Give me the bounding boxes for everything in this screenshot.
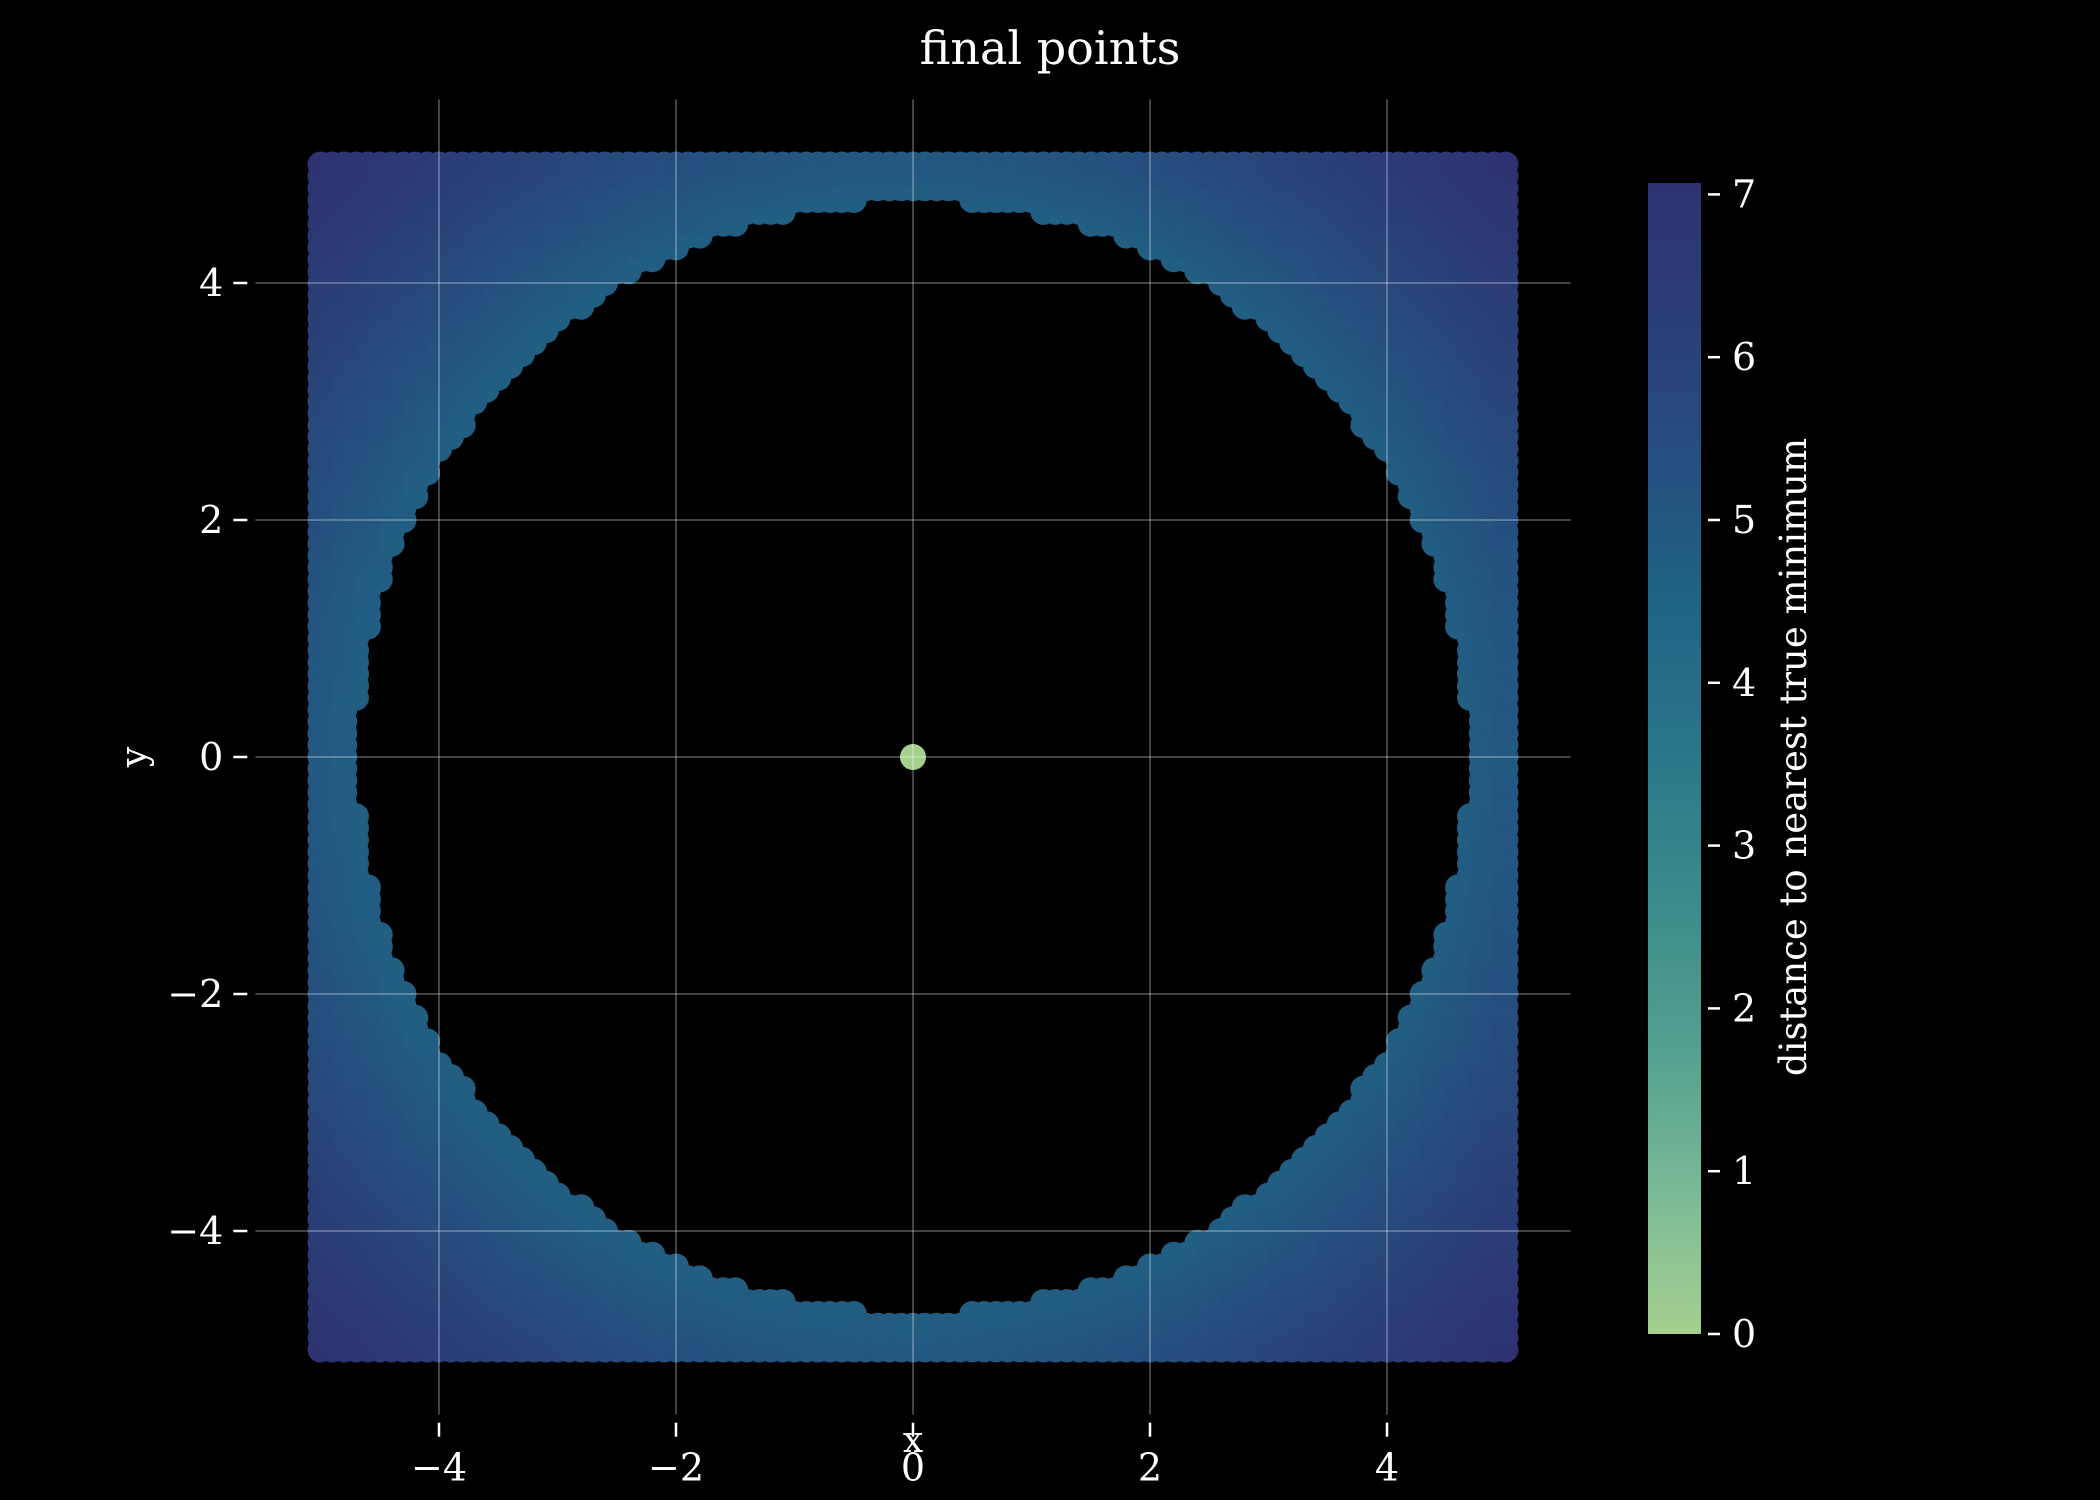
y-tick-label: 0 (199, 735, 223, 779)
colorbar-tick-label: 6 (1732, 335, 1756, 379)
x-axis-label: x (903, 1420, 923, 1461)
y-tick-label: −2 (167, 972, 223, 1016)
colorbar-tick-label: 3 (1732, 824, 1756, 868)
y-axis-label: y (114, 746, 155, 768)
colorbar (1648, 183, 1701, 1334)
y-tick-label: 4 (199, 261, 223, 305)
colorbar-tick-label: 1 (1732, 1149, 1756, 1193)
colorbar-label: distance to nearest true minimum (1772, 438, 1815, 1076)
x-tick-label: 2 (1138, 1446, 1162, 1490)
x-tick-label: −4 (411, 1446, 467, 1490)
x-axis: −4 −2 0 2 4 (411, 1422, 1399, 1490)
data-point (366, 921, 393, 948)
x-tick-label: 4 (1375, 1446, 1399, 1490)
chart-title: final points (920, 21, 1181, 75)
colorbar-tick-label: 2 (1732, 986, 1756, 1030)
data-point (343, 803, 369, 830)
plot-area (307, 151, 1519, 1363)
data-point (1492, 151, 1519, 178)
colorbar-tick-label: 5 (1732, 498, 1756, 542)
minimum-point (900, 744, 926, 770)
data-point (390, 981, 417, 1007)
colorbar-tick-label: 0 (1732, 1312, 1756, 1356)
data-point (354, 874, 381, 901)
data-point (378, 957, 405, 984)
data-point (402, 1004, 429, 1031)
gridlines (255, 99, 1571, 1415)
x-tick-label: −2 (648, 1446, 704, 1490)
y-tick-label: 2 (199, 498, 223, 542)
data-point (449, 1075, 476, 1102)
y-axis: −4 −2 0 2 4 (167, 261, 248, 1253)
colorbar-tick-label: 7 (1732, 172, 1756, 216)
data-point (414, 1028, 441, 1055)
x-tick-label: 0 (901, 1446, 925, 1490)
y-tick-label: −4 (167, 1209, 223, 1253)
colorbar-ticks: 0 1 2 3 4 5 6 7 (1708, 172, 1756, 1356)
colorbar-tick-label: 4 (1732, 661, 1756, 705)
